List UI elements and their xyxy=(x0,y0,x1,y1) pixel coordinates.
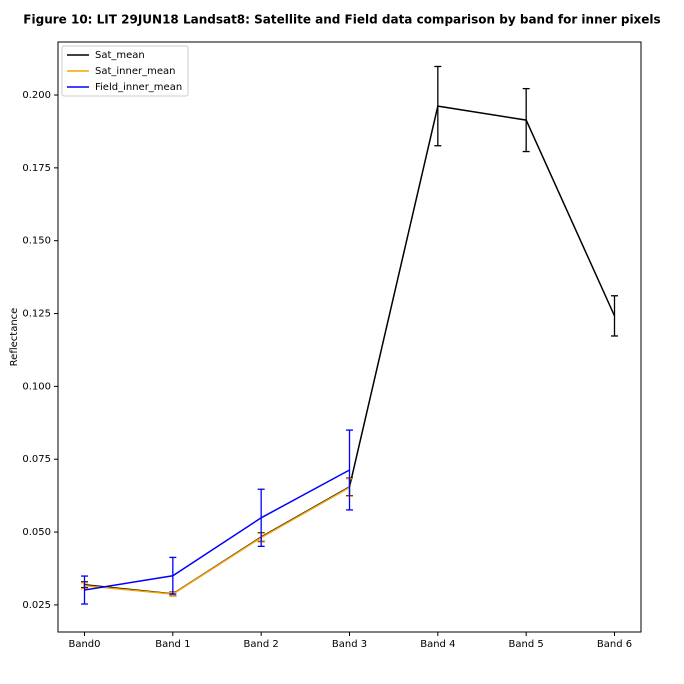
x-tick-label: Band 5 xyxy=(509,639,544,650)
y-tick-label: 0.175 xyxy=(22,163,51,174)
chart-title: Figure 10: LIT 29JUN18 Landsat8: Satelli… xyxy=(23,13,660,27)
error-bar xyxy=(346,429,353,511)
legend-label: Sat_mean xyxy=(95,50,145,61)
y-tick-label: 0.125 xyxy=(22,309,51,320)
legend-label: Sat_inner_mean xyxy=(95,66,175,77)
legend-label: Field_inner_mean xyxy=(95,82,182,93)
x-tick-label: Band 4 xyxy=(420,639,455,650)
error-bar xyxy=(81,575,88,605)
error-bar xyxy=(434,65,442,147)
error-bar xyxy=(169,556,177,595)
x-tick-label: Band 6 xyxy=(597,639,632,650)
y-tick-label: 0.150 xyxy=(22,236,51,247)
series-line xyxy=(84,486,350,595)
x-tick-label: Band0 xyxy=(68,639,100,650)
y-tick-label: 0.075 xyxy=(22,454,51,465)
y-axis-label: Reflectance xyxy=(9,308,20,367)
y-tick-label: 0.200 xyxy=(22,90,51,101)
legend-box xyxy=(61,45,189,97)
x-tick-label: Band 1 xyxy=(155,639,190,650)
error-bar xyxy=(522,87,530,153)
series-line xyxy=(84,469,350,591)
y-tick-label: 0.025 xyxy=(22,600,51,611)
y-tick-label: 0.050 xyxy=(22,527,51,538)
y-tick-label: 0.100 xyxy=(22,381,51,392)
x-tick-label: Band 2 xyxy=(244,639,279,650)
error-bar xyxy=(257,488,265,547)
x-tick-label: Band 3 xyxy=(332,639,367,650)
error-bar xyxy=(611,295,618,337)
